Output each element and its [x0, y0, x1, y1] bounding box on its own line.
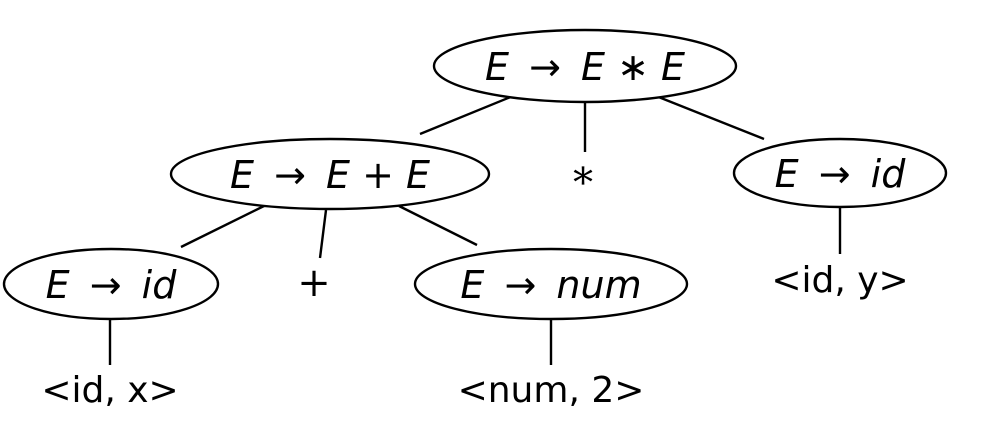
node-plus-rhs: E + E — [326, 153, 430, 197]
node-id-x-lhs: E — [46, 263, 70, 307]
node-id-y-label: E → id — [775, 152, 907, 196]
node-num-rhs: num — [556, 263, 641, 307]
token-id-y: <id, y> — [771, 260, 908, 301]
node-root-arrow: → — [529, 45, 561, 89]
node-id-x-label: E → id — [46, 263, 178, 307]
terminal-plus: + — [297, 260, 331, 306]
node-root-label: E → E ∗ E — [485, 45, 685, 89]
terminal-star: ∗ — [569, 152, 596, 198]
node-root: E → E ∗ E — [432, 28, 738, 104]
node-num: E → num — [413, 247, 689, 321]
edge-plus-idx — [180, 204, 265, 249]
tree-edges — [108, 94, 842, 365]
node-plus: E → E + E — [169, 137, 491, 211]
node-plus-lhs: E — [230, 153, 254, 197]
node-id-x: E → id — [2, 247, 220, 321]
node-id-y-ellipse — [732, 137, 948, 209]
node-root-rhs: E ∗ E — [581, 45, 685, 89]
edge-root-plus — [419, 94, 514, 136]
node-plus-arrow: → — [274, 153, 306, 197]
node-num-lhs: E — [460, 263, 484, 307]
node-plus-label: E → E + E — [230, 153, 430, 197]
node-id-x-rhs: id — [142, 263, 178, 307]
node-id-y: E → id — [732, 137, 948, 209]
node-id-x-ellipse — [2, 247, 220, 321]
edge-root-idy — [655, 94, 765, 141]
node-num-label: E → num — [460, 263, 641, 307]
token-id-x: <id, x> — [41, 370, 178, 411]
token-num-2: <num, 2> — [458, 370, 645, 411]
node-root-ellipse — [432, 28, 738, 104]
node-id-x-arrow: → — [90, 263, 122, 307]
node-plus-ellipse — [169, 137, 491, 211]
node-id-y-arrow: → — [819, 152, 851, 196]
node-num-arrow: → — [504, 263, 536, 307]
edge-plus-plussym — [318, 209, 328, 259]
node-root-lhs: E — [485, 45, 509, 89]
node-num-ellipse — [413, 247, 689, 321]
node-id-y-lhs: E — [775, 152, 799, 196]
node-id-y-rhs: id — [871, 152, 907, 196]
edge-plus-num — [398, 204, 478, 247]
